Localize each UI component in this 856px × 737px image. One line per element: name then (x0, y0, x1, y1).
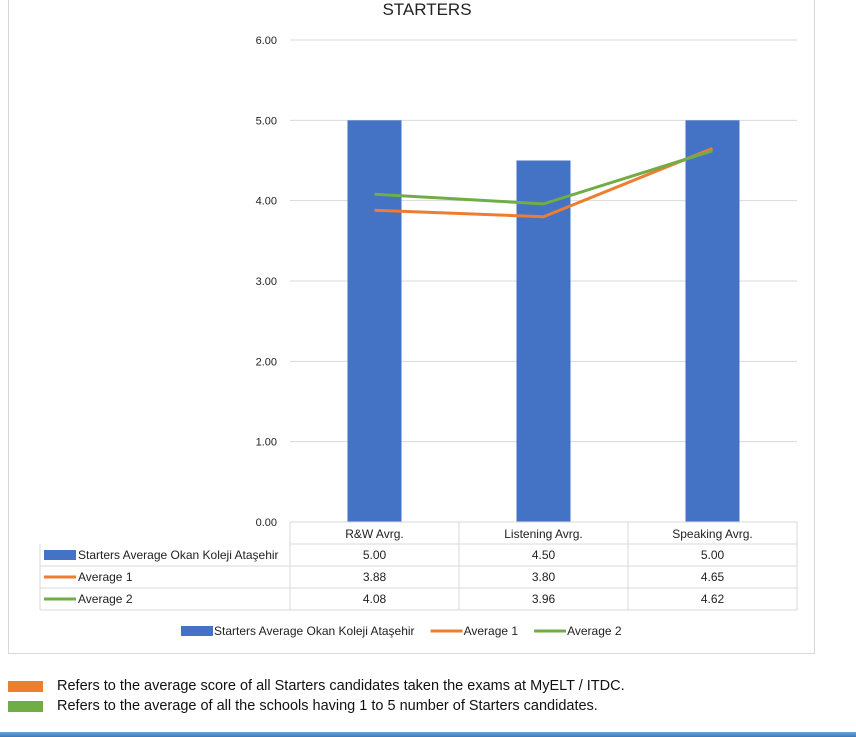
data-label: 3.80 (532, 570, 556, 584)
line-average-2 (374, 149, 713, 206)
data-label: 3.96 (532, 592, 556, 606)
x-category-label: Speaking Avrg. (672, 527, 753, 541)
legend-label: Average 1 (464, 624, 519, 638)
note-average-1: Refers to the average score of all Start… (8, 678, 625, 694)
data-label: 4.08 (363, 592, 387, 606)
data-label: 5.00 (701, 548, 725, 562)
legend-label: Starters Average Okan Koleji Ataşehir (214, 624, 415, 638)
series-name: Average 2 (78, 592, 133, 606)
note-average-2: Refers to the average of all the schools… (8, 698, 598, 714)
bar-2 (685, 120, 740, 522)
y-tick-label: 3.00 (256, 276, 277, 288)
note-text: Refers to the average of all the schools… (57, 698, 598, 714)
chart-title: STARTERS (382, 0, 471, 19)
taskbar[interactable] (0, 732, 856, 737)
y-tick-label: 1.00 (256, 437, 277, 449)
bar-0 (347, 120, 402, 522)
data-label: 4.50 (532, 548, 556, 562)
y-tick-label: 6.00 (256, 35, 277, 47)
line-average-1 (374, 147, 714, 219)
x-category-label: Listening Avrg. (504, 527, 583, 541)
data-label: 3.88 (363, 570, 387, 584)
y-tick-label: 2.00 (256, 356, 277, 368)
y-tick-label: 0.00 (256, 517, 277, 529)
green-swatch (8, 700, 43, 712)
data-label: 4.65 (701, 570, 725, 584)
bar-1 (516, 160, 571, 522)
x-category-label: R&W Avrg. (345, 527, 403, 541)
chart-frame (8, 0, 815, 654)
legend-label: Average 2 (567, 624, 622, 638)
series-name: Starters Average Okan Koleji Ataşehir (78, 548, 279, 562)
legend-key-bar (44, 550, 76, 560)
data-label: 5.00 (363, 548, 387, 562)
orange-swatch (8, 680, 43, 692)
y-tick-label: 5.00 (256, 115, 277, 127)
legend-key-bar (181, 626, 213, 636)
note-text: Refers to the average score of all Start… (57, 678, 625, 694)
data-label: 4.62 (701, 592, 725, 606)
series-name: Average 1 (78, 570, 133, 584)
y-tick-label: 4.00 (256, 196, 277, 208)
chart: STARTERS 0.00 1.00 2.00 3.00 4.00 5.00 6.00 R&W … (39, 0, 798, 638)
